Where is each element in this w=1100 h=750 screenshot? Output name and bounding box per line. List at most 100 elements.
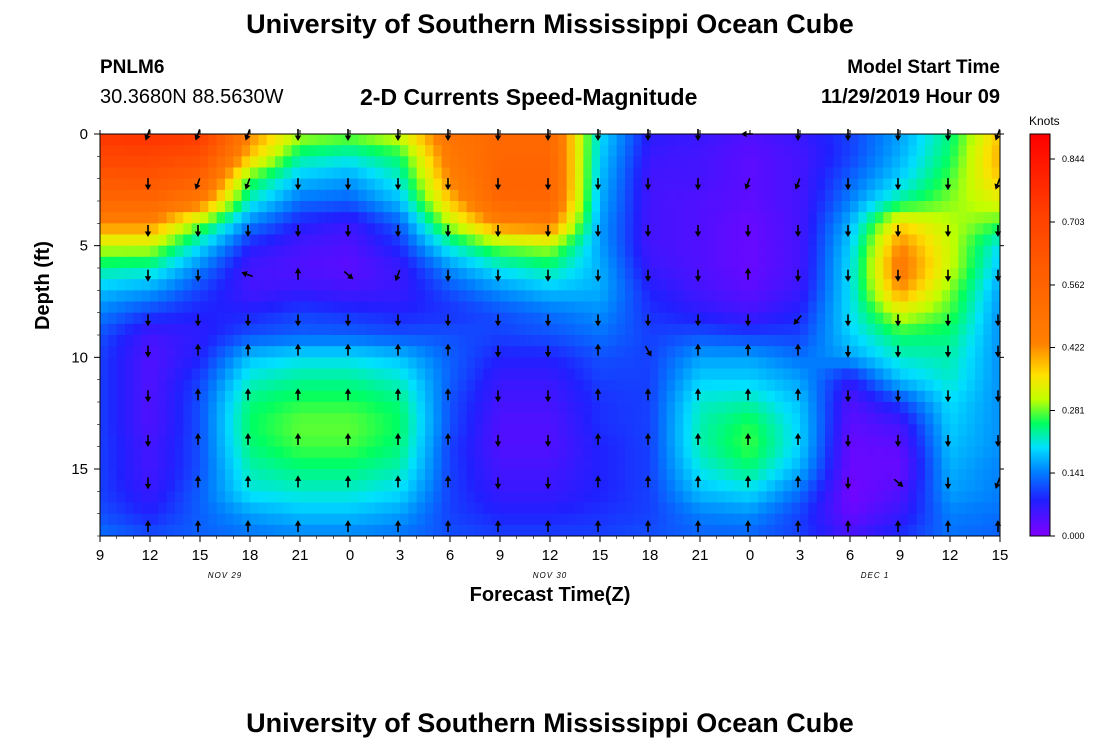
heatmap-cell xyxy=(308,435,318,448)
heatmap-cell xyxy=(641,212,651,224)
heatmap-cell xyxy=(391,178,401,191)
heatmap-cell xyxy=(525,413,534,425)
heatmap-cell xyxy=(191,435,201,448)
heatmap-cell xyxy=(475,189,484,202)
heatmap-cell xyxy=(950,513,959,526)
x-tick-label: 0 xyxy=(346,547,354,564)
heatmap-cell xyxy=(183,279,193,291)
heatmap-cell xyxy=(150,402,159,414)
heatmap-cell xyxy=(558,413,568,425)
heatmap-cell xyxy=(425,502,434,515)
heatmap-cell xyxy=(175,134,184,146)
heatmap-cell xyxy=(483,457,493,470)
heatmap-cell xyxy=(925,245,934,258)
heatmap-cell xyxy=(350,413,359,425)
heatmap-cell xyxy=(266,502,276,515)
heatmap-cell xyxy=(416,368,426,381)
heatmap-cell xyxy=(891,480,901,492)
heatmap-cell xyxy=(258,301,268,314)
heatmap-cell xyxy=(341,156,351,169)
heatmap-cell xyxy=(633,469,643,481)
heatmap-cell xyxy=(466,223,476,236)
heatmap-cell xyxy=(441,402,451,414)
heatmap-cell xyxy=(458,234,468,247)
heatmap-cell xyxy=(558,234,568,247)
heatmap-cell xyxy=(333,524,343,536)
current-vector-arrow xyxy=(494,477,502,490)
heatmap-cell xyxy=(208,524,218,536)
heatmap-cell xyxy=(991,357,1000,370)
heatmap-cell xyxy=(366,469,376,481)
current-vector-arrow xyxy=(344,314,352,327)
heatmap-cell xyxy=(458,201,468,213)
heatmap-cell xyxy=(716,301,726,314)
heatmap-cell xyxy=(325,424,334,437)
heatmap-cell xyxy=(525,390,534,403)
heatmap-cell xyxy=(691,346,701,358)
heatmap-cell xyxy=(316,290,326,303)
heatmap-cell xyxy=(983,323,993,336)
heatmap-cell xyxy=(716,480,726,492)
heatmap-cell xyxy=(716,513,726,526)
heatmap-cell xyxy=(691,513,701,526)
heatmap-cell xyxy=(866,513,876,526)
heatmap-cell xyxy=(775,435,784,448)
heatmap-cell xyxy=(283,145,293,157)
heatmap-cell xyxy=(208,268,218,280)
heatmap-cell xyxy=(266,212,276,224)
heatmap-cell xyxy=(408,212,418,224)
heatmap-cell xyxy=(166,524,176,536)
heatmap-cell xyxy=(858,245,868,258)
heatmap-cell xyxy=(275,245,284,258)
heatmap-cell xyxy=(575,513,584,526)
heatmap-cell xyxy=(950,156,959,169)
heatmap-cell xyxy=(558,346,568,358)
heatmap-cell xyxy=(775,402,784,414)
heatmap-cell xyxy=(108,491,118,504)
heatmap-cell xyxy=(800,435,809,448)
heatmap-cell xyxy=(275,279,284,291)
heatmap-cell xyxy=(566,357,576,370)
heatmap-cell xyxy=(933,145,943,157)
heatmap-cell xyxy=(850,156,859,169)
heatmap-cell xyxy=(700,524,709,536)
heatmap-cell xyxy=(483,178,493,191)
heatmap-cell xyxy=(175,402,184,414)
heatmap-cell xyxy=(566,178,576,191)
heatmap-cell xyxy=(791,335,801,347)
heatmap-cell xyxy=(650,335,659,347)
heatmap-cell xyxy=(666,513,676,526)
heatmap-cell xyxy=(258,134,268,146)
heatmap-cell xyxy=(500,189,509,202)
x-tick-label: 3 xyxy=(796,547,804,564)
heatmap-cell xyxy=(875,245,884,258)
heatmap-cell xyxy=(700,234,709,247)
heatmap-cell xyxy=(825,424,834,437)
heatmap-cell xyxy=(166,435,176,448)
heatmap-cell xyxy=(750,513,759,526)
heatmap-cell xyxy=(908,167,918,180)
current-vector-arrow xyxy=(294,267,302,280)
heatmap-cell xyxy=(925,379,934,392)
heatmap-cell xyxy=(483,312,493,325)
heatmap-cell xyxy=(683,256,693,269)
heatmap-cell xyxy=(116,435,126,448)
heatmap-cell xyxy=(500,167,509,180)
heatmap-cell xyxy=(375,413,384,425)
heatmap-cell xyxy=(133,268,143,280)
heatmap-cell xyxy=(566,268,576,280)
heatmap-cell xyxy=(383,323,393,336)
heatmap-cell xyxy=(875,457,884,470)
heatmap-cell xyxy=(791,457,801,470)
heatmap-cell xyxy=(741,201,751,213)
heatmap-cell xyxy=(266,413,276,425)
heatmap-cell xyxy=(950,167,959,180)
heatmap-cell xyxy=(433,390,443,403)
heatmap-cell xyxy=(258,469,268,481)
heatmap-cell xyxy=(483,167,493,180)
heatmap-cell xyxy=(758,301,768,314)
heatmap-cell xyxy=(358,346,368,358)
heatmap-cell xyxy=(283,335,293,347)
heatmap-cell xyxy=(866,256,876,269)
heatmap-cell xyxy=(941,245,951,258)
